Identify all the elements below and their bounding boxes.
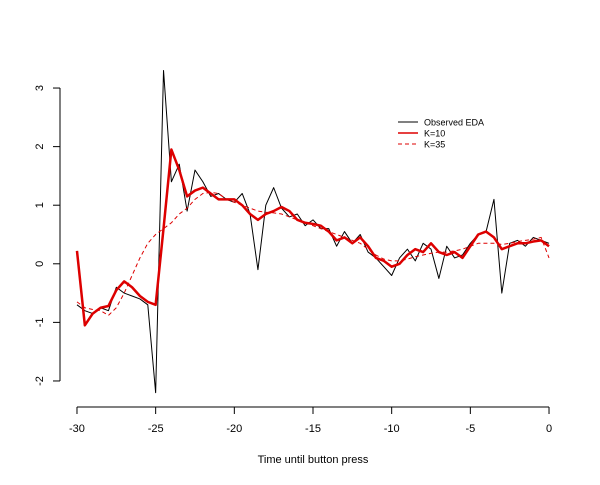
y-tick-label: 3 <box>34 85 46 91</box>
x-tick-label: -15 <box>305 423 321 435</box>
x-tick-label: -20 <box>226 423 242 435</box>
x-tick-label: -25 <box>148 423 164 435</box>
x-tick-label: 0 <box>546 423 552 435</box>
y-tick-label: -1 <box>34 317 46 327</box>
legend-label: Observed EDA <box>424 118 484 128</box>
legend-label: K=10 <box>424 129 445 139</box>
series-line <box>76 191 550 316</box>
series-line <box>76 69 550 394</box>
x-tick-label: -5 <box>465 423 475 435</box>
series-line <box>75 148 550 327</box>
x-axis-label: Time until button press <box>258 454 369 466</box>
y-tick-label: 1 <box>34 202 46 208</box>
y-tick-label: -2 <box>34 376 46 386</box>
legend-label: K=35 <box>424 140 445 150</box>
x-tick-label: -10 <box>384 423 400 435</box>
y-tick-label: 2 <box>34 144 46 150</box>
y-tick-label: 0 <box>34 261 46 267</box>
x-tick-label: -30 <box>69 423 85 435</box>
